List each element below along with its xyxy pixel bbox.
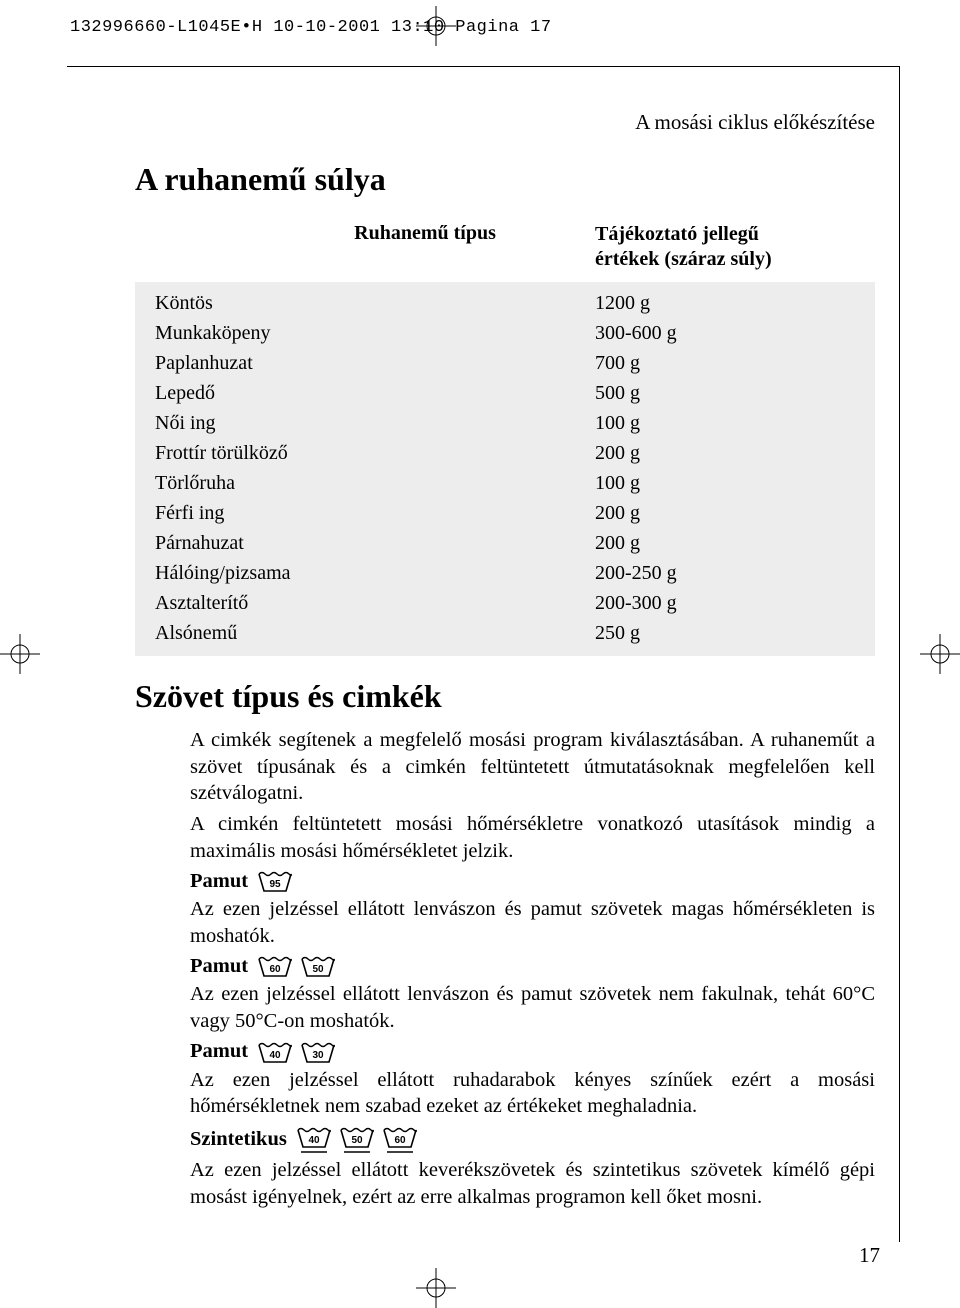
body-text: A cimkék segítenek a megfelelő mosási pr…	[135, 727, 895, 1210]
table-cell-weight: 1200 g	[595, 288, 855, 318]
table-cell-weight: 500 g	[595, 378, 855, 408]
table-cell-type: Paplanhuzat	[155, 348, 595, 378]
table-cell-type: Asztalterítő	[155, 588, 595, 618]
wash-tub-icon: 30	[299, 1039, 337, 1065]
table-row: Lepedő500 g	[155, 378, 855, 408]
wash-tub-icon: 95	[256, 868, 294, 894]
table-cell-type: Munkaköpeny	[155, 318, 595, 348]
table-cell-type: Férfi ing	[155, 498, 595, 528]
table-cell-weight: 100 g	[595, 408, 855, 438]
table-cell-type: Női ing	[155, 408, 595, 438]
svg-text:30: 30	[313, 1050, 325, 1061]
table-cell-weight: 200 g	[595, 438, 855, 468]
svg-text:50: 50	[313, 964, 325, 975]
table-row: Frottír törülköző200 g	[155, 438, 855, 468]
paragraph: Az ezen jelzéssel ellátott ruhadarabok k…	[190, 1067, 875, 1120]
paragraph: Az ezen jelzéssel ellátott lenvászon és …	[190, 981, 875, 1034]
table-row: Párnahuzat200 g	[155, 528, 855, 558]
page-content: A mosási ciklus előkészítése A ruhanemű …	[135, 110, 895, 1214]
table-row: Köntös1200 g	[155, 288, 855, 318]
paragraph: A cimkék segítenek a megfelelő mosási pr…	[190, 727, 875, 807]
crop-mark-top	[416, 6, 456, 46]
wash-tub-icon: 60	[381, 1124, 419, 1155]
svg-text:50: 50	[351, 1135, 363, 1146]
table-header: Ruhanemű típus Tájékoztató jellegű érték…	[135, 212, 875, 282]
table-row: Hálóing/pizsama200-250 g	[155, 558, 855, 588]
table-row: Férfi ing200 g	[155, 498, 855, 528]
crop-mark-bottom	[416, 1268, 456, 1308]
table-cell-weight: 200-300 g	[595, 588, 855, 618]
table-cell-type: Hálóing/pizsama	[155, 558, 595, 588]
wash-tub-icon: 40	[295, 1124, 333, 1155]
svg-text:40: 40	[308, 1135, 320, 1146]
table-cell-weight: 200 g	[595, 528, 855, 558]
fabric-label-szintetikus: Szintetikus40 50 60	[190, 1124, 875, 1155]
print-header: 132996660-L1045E•H 10-10-2001 13:10 Pagi…	[70, 18, 552, 37]
paragraph: A cimkén feltüntetett mosási hőmérséklet…	[190, 811, 875, 864]
table-cell-weight: 300-600 g	[595, 318, 855, 348]
crop-mark-left	[0, 634, 40, 674]
section-intro: A mosási ciklus előkészítése	[135, 110, 895, 135]
wash-tub-icon: 50	[338, 1124, 376, 1155]
table-row: Törlőruha100 g	[155, 468, 855, 498]
wash-tub-icon: 40	[256, 1039, 294, 1065]
wash-tub-icon: 60	[256, 953, 294, 979]
wash-tub-icon: 50	[299, 953, 337, 979]
page-number: 17	[859, 1243, 880, 1268]
table-row: Női ing100 g	[155, 408, 855, 438]
table-cell-weight: 700 g	[595, 348, 855, 378]
table-header-type: Ruhanemű típus	[135, 222, 595, 272]
table-cell-type: Köntös	[155, 288, 595, 318]
table-cell-type: Alsónemű	[155, 618, 595, 648]
heading-weight: A ruhanemű súlya	[135, 161, 895, 198]
table-row: Munkaköpeny300-600 g	[155, 318, 855, 348]
crop-mark-right	[920, 634, 960, 674]
svg-text:60: 60	[270, 964, 282, 975]
table-cell-type: Törlőruha	[155, 468, 595, 498]
table-cell-weight: 100 g	[595, 468, 855, 498]
table-cell-weight: 200-250 g	[595, 558, 855, 588]
fabric-label-pamut-40-30: Pamut40 30	[190, 1039, 875, 1065]
table-cell-type: Frottír törülköző	[155, 438, 595, 468]
paragraph: Az ezen jelzéssel ellátott lenvászon és …	[190, 896, 875, 949]
fabric-label-pamut-60-50: Pamut60 50	[190, 953, 875, 979]
table-row: Alsónemű250 g	[155, 618, 855, 648]
table-cell-weight: 250 g	[595, 618, 855, 648]
table-cell-type: Lepedő	[155, 378, 595, 408]
svg-text:95: 95	[270, 879, 282, 890]
table-row: Paplanhuzat700 g	[155, 348, 855, 378]
table-body: Köntös1200 gMunkaköpeny300-600 gPaplanhu…	[135, 282, 875, 656]
paragraph: Az ezen jelzéssel ellátott keverékszövet…	[190, 1157, 875, 1210]
table-cell-weight: 200 g	[595, 498, 855, 528]
weight-table: Ruhanemű típus Tájékoztató jellegű érték…	[135, 212, 875, 656]
svg-text:60: 60	[395, 1135, 407, 1146]
heading-fabric: Szövet típus és cimkék	[135, 678, 895, 715]
table-header-weight: Tájékoztató jellegű értékek (száraz súly…	[595, 222, 875, 272]
table-row: Asztalterítő200-300 g	[155, 588, 855, 618]
fabric-label-pamut-95: Pamut95	[190, 868, 875, 894]
svg-text:40: 40	[270, 1050, 282, 1061]
table-cell-type: Párnahuzat	[155, 528, 595, 558]
